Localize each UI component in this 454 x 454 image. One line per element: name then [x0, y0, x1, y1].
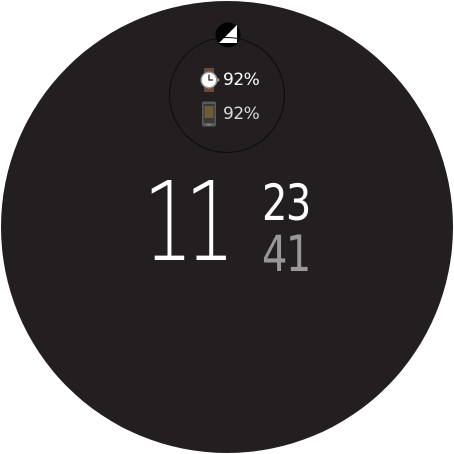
- watch-battery-row: 92%: [195, 66, 260, 94]
- watch-icon: [200, 68, 220, 92]
- phone-battery-row: 92%: [195, 100, 260, 128]
- second-digits: 41: [262, 225, 311, 283]
- minute-digits: 23: [262, 174, 311, 232]
- hour-digits: 11: [143, 158, 235, 286]
- watch-battery-percent: 92%: [223, 70, 260, 90]
- phone-icon: [202, 101, 216, 127]
- phone-battery-percent: 92%: [223, 104, 260, 124]
- battery-complication[interactable]: 92% 92%: [169, 37, 285, 153]
